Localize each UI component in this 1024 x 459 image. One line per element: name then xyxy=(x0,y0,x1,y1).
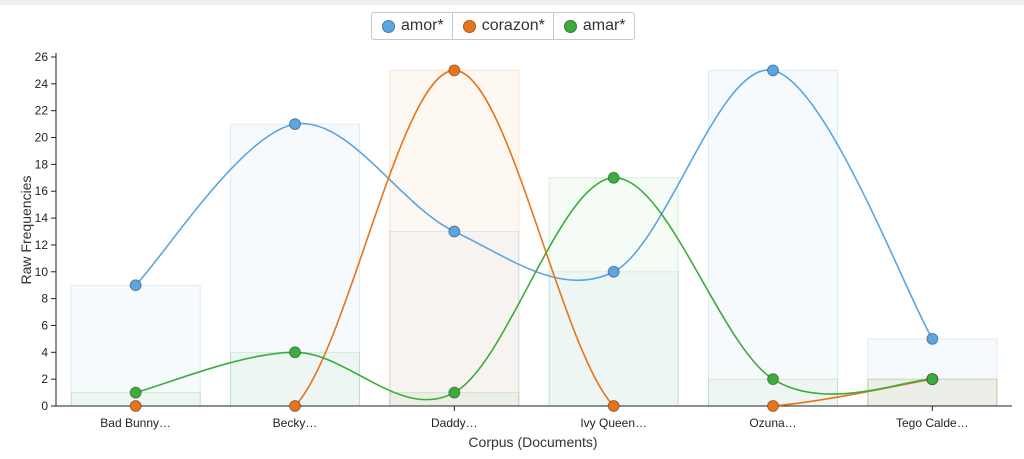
bg-bar-amor-3 xyxy=(548,271,679,407)
legend-label-amar: amar* xyxy=(582,17,626,34)
legend-swatch-amor xyxy=(382,19,395,33)
y-tick-label: 4 xyxy=(41,345,48,359)
point-amor-3 xyxy=(607,265,620,278)
legend-swatch-corazon xyxy=(462,19,476,33)
bg-bar-corazon-2 xyxy=(389,69,520,407)
bg-bar-amor-0 xyxy=(70,284,201,407)
y-tick-label: 22 xyxy=(35,104,49,118)
point-amor-0 xyxy=(129,279,142,292)
background-bars xyxy=(70,69,998,407)
bg-bar-amor-5 xyxy=(867,338,998,407)
y-tick-label: 20 xyxy=(35,131,49,145)
point-corazon-1 xyxy=(289,400,301,412)
y-tick-label: 12 xyxy=(35,238,49,252)
bg-bar-amor-4 xyxy=(707,69,839,407)
point-amar-3 xyxy=(607,171,620,184)
point-amar-2 xyxy=(448,386,461,399)
point-amar-1 xyxy=(289,346,301,359)
x-tick-label: Bad Bunny… xyxy=(100,416,171,430)
y-tick-label: 10 xyxy=(35,265,49,279)
x-tick-label: Ozuna… xyxy=(749,416,796,430)
y-tick-label: 8 xyxy=(41,292,48,306)
legend-label-corazon: corazon* xyxy=(481,17,545,34)
point-amor-2 xyxy=(448,225,461,238)
x-axis-title: Corpus (Documents) xyxy=(468,434,597,450)
point-corazon-4 xyxy=(767,400,779,412)
legend-item-amor[interactable]: amor* xyxy=(372,13,453,39)
x-tick-label: Tego Calde… xyxy=(896,416,969,430)
point-amar-5 xyxy=(926,373,939,386)
point-corazon-0 xyxy=(129,400,142,412)
point-amor-4 xyxy=(767,64,779,77)
y-tick-label: 2 xyxy=(41,372,48,386)
series-points xyxy=(129,64,939,412)
y-axis-title: Raw Frequencies xyxy=(18,176,34,285)
point-amar-0 xyxy=(129,386,142,399)
y-tick-label: 26 xyxy=(35,50,49,64)
x-tick-label: Daddy… xyxy=(431,416,478,430)
series-line-corazon xyxy=(135,69,933,406)
y-tick-label: 16 xyxy=(35,184,49,198)
point-corazon-3 xyxy=(607,400,620,412)
bg-bar-amor-2 xyxy=(389,231,520,407)
y-tick-label: 18 xyxy=(35,157,49,171)
y-tick-label: 14 xyxy=(35,211,49,225)
legend-item-corazon[interactable]: corazon* xyxy=(453,13,554,39)
point-amor-5 xyxy=(926,332,939,345)
y-tick-label: 24 xyxy=(35,77,49,91)
legend-swatch-amar xyxy=(563,19,577,33)
y-tick-label: 6 xyxy=(41,318,48,332)
x-tick-label: Ivy Queen… xyxy=(580,416,647,430)
point-amar-4 xyxy=(767,373,779,386)
point-corazon-2 xyxy=(448,64,461,77)
series-line-amor xyxy=(135,69,934,340)
y-tick-label: 0 xyxy=(41,399,48,413)
chart-legend: amor* corazon* amar* xyxy=(371,12,635,40)
bg-bar-amar-3 xyxy=(548,177,679,407)
top-strip xyxy=(0,0,1024,5)
legend-label-amor: amor* xyxy=(401,17,444,34)
x-tick-label: Becky… xyxy=(273,416,318,430)
bg-bar-amar-1 xyxy=(229,351,361,407)
point-amor-1 xyxy=(289,118,301,131)
legend-item-amar[interactable]: amar* xyxy=(554,13,634,39)
